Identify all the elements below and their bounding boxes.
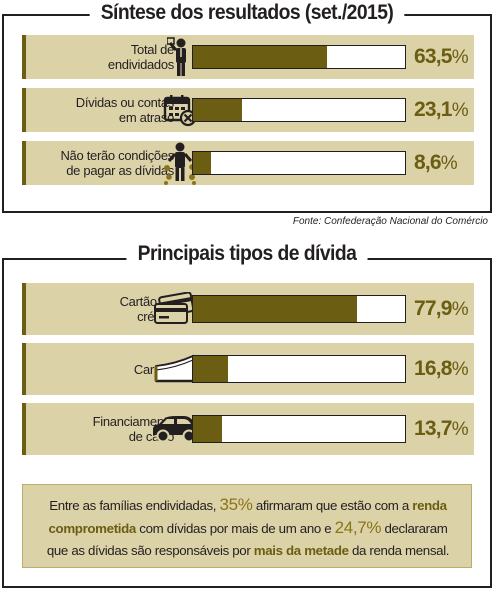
bar-value-number: 16,8 <box>414 356 452 380</box>
bar-value-number: 13,7 <box>414 416 452 440</box>
note-highlight-metade: mais da metade <box>253 543 349 558</box>
bar-fill <box>193 46 327 68</box>
bar-value-unit: % <box>451 418 469 440</box>
bar-track <box>192 98 406 122</box>
bar-fill <box>193 416 222 442</box>
car-icon <box>150 414 200 449</box>
bar-value-number: 63,5 <box>414 44 452 68</box>
bar-value-unit: % <box>451 99 469 121</box>
bar-fill <box>193 296 358 322</box>
bar-fill <box>193 99 242 121</box>
bar-value-label: 8,6% <box>414 150 458 175</box>
bar-value-label: 23,1% <box>414 97 469 122</box>
chart-row-band: Cartão de crédito77,9% <box>22 283 474 335</box>
section-2-title: Principais tipos de dívida <box>20 242 474 266</box>
note-text: Entre as famílias endividadas, 35% afirm… <box>46 495 450 558</box>
bar-track <box>192 295 406 323</box>
falling-coins-person-icon <box>163 141 197 190</box>
bar-category-label: Total de endividados <box>107 42 174 72</box>
payment-booklet-icon <box>153 354 197 389</box>
bar-value-label: 13,7% <box>414 416 469 441</box>
chart-row-band: Financiamento de carro13,7% <box>22 403 474 455</box>
bar-value-label: 16,8% <box>414 356 469 381</box>
source-note: Fonte: Confederação Nacional do Comércio <box>292 216 488 227</box>
calendar-overdue-icon <box>163 93 197 132</box>
bar-value-unit: % <box>451 46 469 68</box>
bar-value-number: 8,6 <box>414 150 442 174</box>
businessman-icon <box>166 37 193 82</box>
chart-row-band: Total de endividados 63,5% <box>22 35 474 79</box>
note-highlight-renda: renda comprometida <box>48 498 448 536</box>
bar-value-label: 63,5% <box>414 44 469 69</box>
bar-fill <box>193 152 212 174</box>
note-number-35: 35% <box>219 495 253 514</box>
bar-track <box>192 415 406 443</box>
bar-value-number: 23,1 <box>414 97 452 121</box>
note-number-24-7: 24,7% <box>334 518 382 537</box>
section-1-title: Síntese dos resultados (set./2015) <box>20 1 474 25</box>
bar-category-label: Dívidas ou contas em atraso <box>75 95 175 125</box>
bar-track <box>192 45 406 69</box>
chart-row-band: Dívidas ou contas em atraso 23,1% <box>22 88 474 132</box>
chart-row-band: Não terão condições de pagar as dívidas 8… <box>22 141 474 185</box>
bar-track <box>192 355 406 383</box>
bar-value-label: 77,9% <box>414 296 469 321</box>
bar-category-label: Não terão condições de pagar as dívidas <box>60 148 174 178</box>
credit-cards-icon <box>153 291 197 331</box>
note-box: Entre as famílias endividadas, 35% afirm… <box>22 484 472 568</box>
bar-value-unit: % <box>451 298 469 320</box>
bar-fill <box>193 356 229 382</box>
bar-value-number: 77,9 <box>414 296 452 320</box>
chart-row-band: Carnês 16,8% <box>22 343 474 395</box>
bar-value-unit: % <box>451 358 469 380</box>
bar-value-unit: % <box>440 152 458 174</box>
bar-track <box>192 151 406 175</box>
